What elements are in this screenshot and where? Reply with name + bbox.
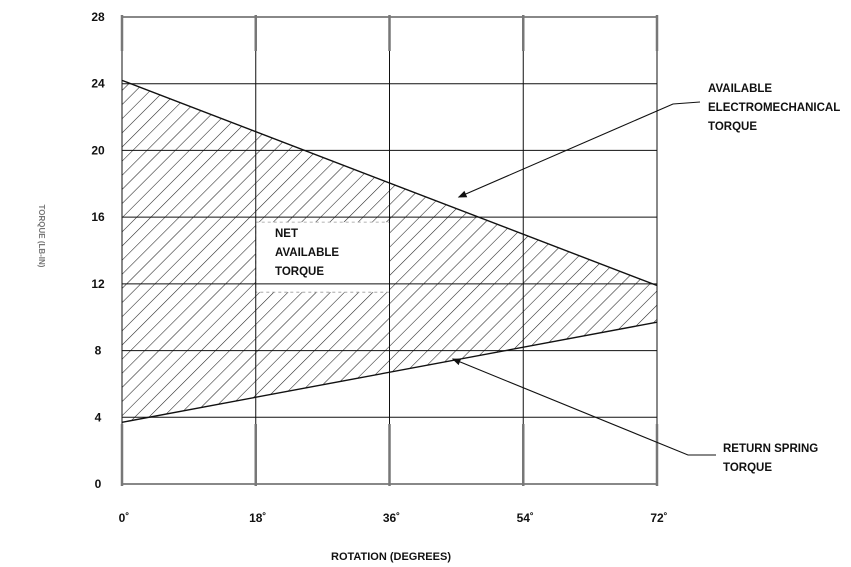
electromechanical-torque-line xyxy=(121,79,658,287)
y-tick-label: 20 xyxy=(91,143,105,157)
region-label-box xyxy=(255,222,390,293)
net-torque-label: TORQUE xyxy=(275,266,324,278)
y-tick-label: 24 xyxy=(91,77,105,91)
x-tick-label: 18˚ xyxy=(249,511,266,525)
y-axis-title: TORQUE (LB-IN) xyxy=(37,205,46,268)
x-tick-label: 36˚ xyxy=(383,511,400,525)
net-torque-label: AVAILABLE xyxy=(275,247,339,259)
return-spring-leader-arrow xyxy=(451,358,716,456)
return-spring-torque-line xyxy=(121,321,658,423)
y-tick-label: 4 xyxy=(95,410,102,424)
y-tick-label: 16 xyxy=(91,210,105,224)
electromechanical-annotation-label: ELECTROMECHANICAL xyxy=(708,102,840,114)
return-spring-annotation-label: TORQUE xyxy=(723,462,772,474)
x-tick-label: 54˚ xyxy=(517,511,534,525)
y-tick-label: 12 xyxy=(91,277,105,291)
electromechanical-annotation-label: TORQUE xyxy=(708,121,757,133)
electromechanical-leader-arrow xyxy=(457,101,701,198)
x-tick-label: 72˚ xyxy=(650,511,667,525)
return-spring-annotation-label: RETURN SPRING xyxy=(723,443,818,455)
y-tick-label: 0 xyxy=(95,477,102,491)
x-tick-label: 0˚ xyxy=(119,511,130,525)
x-axis-title: ROTATION (DEGREES) xyxy=(331,551,451,563)
y-tick-label: 28 xyxy=(91,10,105,24)
electromechanical-annotation-label: AVAILABLE xyxy=(708,83,772,95)
net-torque-label: NET xyxy=(275,228,298,240)
y-tick-label: 8 xyxy=(95,344,102,358)
